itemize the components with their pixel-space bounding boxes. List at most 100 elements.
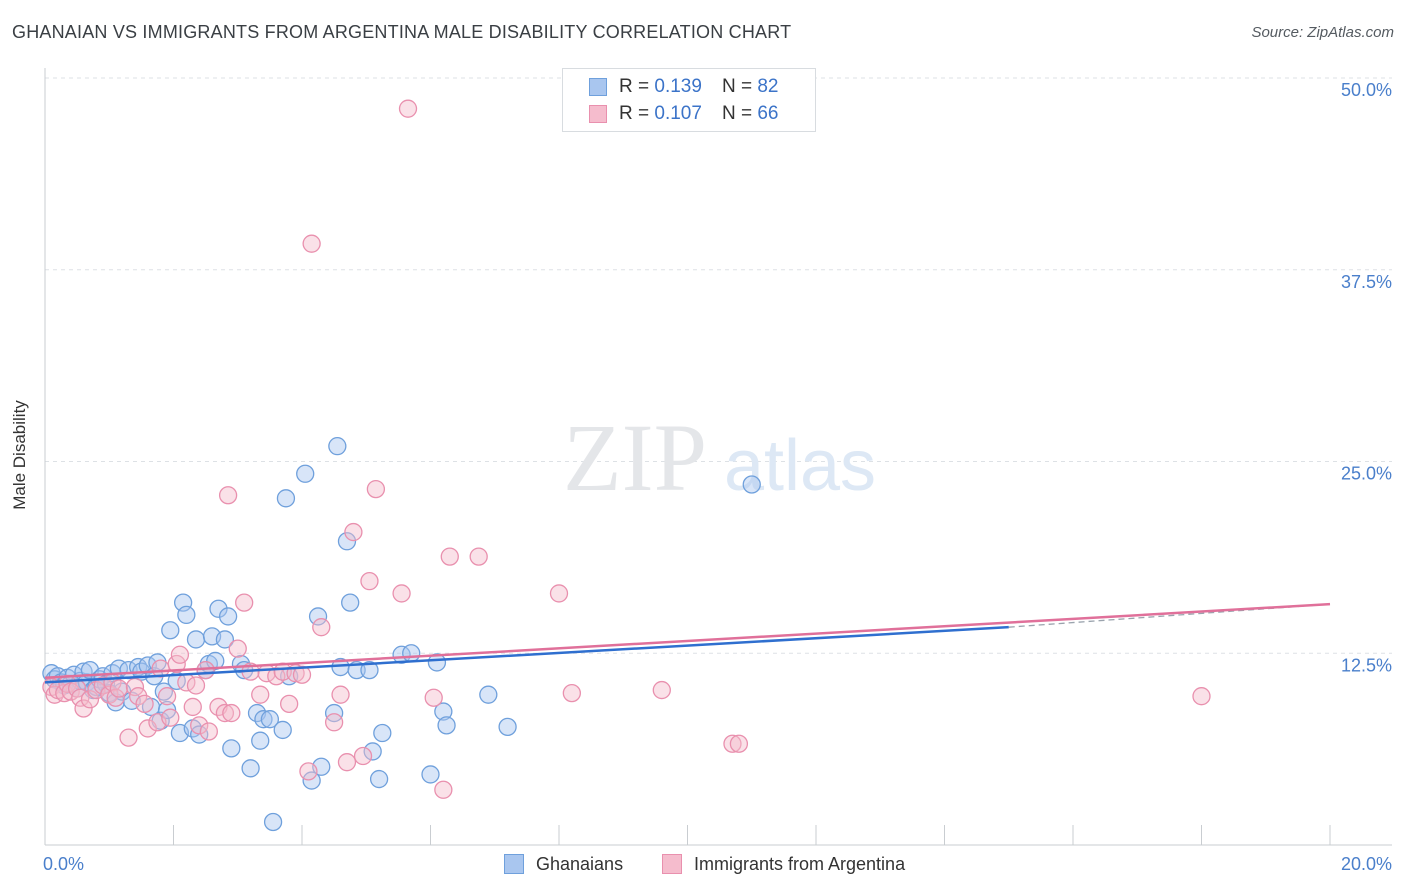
data-point (469, 547, 488, 566)
data-point (498, 717, 517, 737)
bottom-legend-label: Immigrants from Argentina (694, 853, 906, 874)
watermark-atlas: atlas (724, 426, 876, 506)
ghanaians-trend-extension (1008, 603, 1331, 628)
data-point (479, 685, 498, 704)
data-point (312, 618, 331, 637)
y-tick-label: 50.0% (1341, 80, 1392, 100)
data-point (228, 639, 247, 658)
data-point (324, 703, 344, 723)
correlation-legend: R = 0.139 N = 82 R = 0.107 N = 66 (562, 68, 816, 132)
data-point (251, 685, 270, 704)
legend-r-label: R = (619, 76, 650, 97)
data-point (440, 547, 459, 566)
y-tick-label: 12.5% (1341, 655, 1392, 675)
legend-row-ghanaians: R = 0.139 N = 82 (589, 76, 778, 98)
data-point (161, 708, 180, 727)
legend-n-value: 66 (757, 103, 779, 124)
data-point (276, 489, 296, 508)
data-point (279, 694, 299, 714)
legend-swatch-pink (589, 105, 607, 123)
argentina-trend-line (44, 602, 1331, 680)
bottom-legend-label: Ghanaians (536, 853, 624, 874)
data-point (157, 687, 177, 706)
y-tick-label: 25.0% (1341, 464, 1392, 484)
data-point (299, 762, 318, 781)
data-point (421, 765, 440, 784)
bottom-legend-ghanaians: Ghanaians (504, 852, 623, 876)
data-point (222, 703, 241, 723)
data-point (254, 710, 273, 729)
data-point (392, 584, 411, 603)
ghanaians-trend-line (44, 625, 1009, 684)
data-point (331, 685, 350, 704)
data-point (434, 702, 453, 721)
data-point (222, 739, 241, 758)
data-point (170, 645, 190, 664)
y-tick-label: 37.5% (1341, 272, 1392, 292)
data-point (337, 532, 357, 551)
data-point (1192, 687, 1211, 706)
data-point (341, 593, 360, 612)
legend-n-label: N = (721, 76, 753, 97)
data-point (177, 605, 196, 625)
data-point (215, 703, 235, 723)
data-point (80, 690, 100, 709)
data-point (363, 742, 382, 761)
data-point (366, 479, 386, 499)
data-point (109, 679, 129, 698)
data-point (218, 607, 238, 626)
trend-lines (44, 602, 1331, 684)
data-point (241, 759, 260, 778)
data-point (235, 593, 254, 612)
axes (44, 68, 1392, 846)
bottom-legend-swatch-pink (662, 854, 682, 874)
data-point (218, 486, 238, 505)
data-point (324, 713, 344, 732)
data-point (360, 660, 379, 680)
data-point (183, 697, 202, 717)
data-point (206, 651, 225, 671)
data-point (199, 722, 218, 741)
data-point (402, 644, 421, 663)
legend-row-argentina: R = 0.107 N = 66 (589, 103, 778, 125)
data-point (344, 522, 363, 542)
data-point (742, 475, 761, 494)
data-point (353, 746, 373, 766)
data-point (369, 769, 389, 789)
data-point (729, 734, 749, 753)
data-point (308, 607, 328, 626)
data-point (209, 599, 228, 618)
x-tick-label: 0.0% (43, 854, 84, 874)
legend-n-label: N = (721, 103, 753, 124)
legend-n-value: 82 (757, 76, 779, 97)
data-point (251, 731, 270, 750)
data-point (263, 812, 283, 832)
data-point (296, 464, 315, 483)
data-point (292, 665, 312, 684)
data-point (328, 437, 347, 456)
data-point (135, 694, 154, 714)
data-point (161, 621, 180, 640)
data-point (427, 653, 447, 672)
x-tick-label: 20.0% (1341, 854, 1392, 874)
data-point (215, 630, 235, 649)
data-point (119, 728, 138, 747)
data-point (562, 683, 581, 703)
data-point (652, 680, 671, 700)
legend-r-label: R = (619, 103, 650, 124)
data-point (437, 716, 456, 735)
legend-r-value: 0.139 (654, 76, 702, 97)
data-point (424, 688, 443, 707)
data-point (723, 734, 742, 753)
legend-r-value: 0.107 (654, 103, 702, 124)
data-point (549, 584, 569, 603)
data-point (260, 710, 280, 729)
tick-labels: 12.5% 25.0% 37.5% 50.0% 0.0% 20.0% (43, 80, 1392, 874)
data-point (434, 780, 453, 799)
legend-swatch-blue (589, 78, 607, 96)
data-point (190, 716, 209, 735)
data-point (138, 719, 157, 738)
bottom-legend-swatch-blue (504, 854, 524, 874)
data-point (373, 723, 392, 743)
